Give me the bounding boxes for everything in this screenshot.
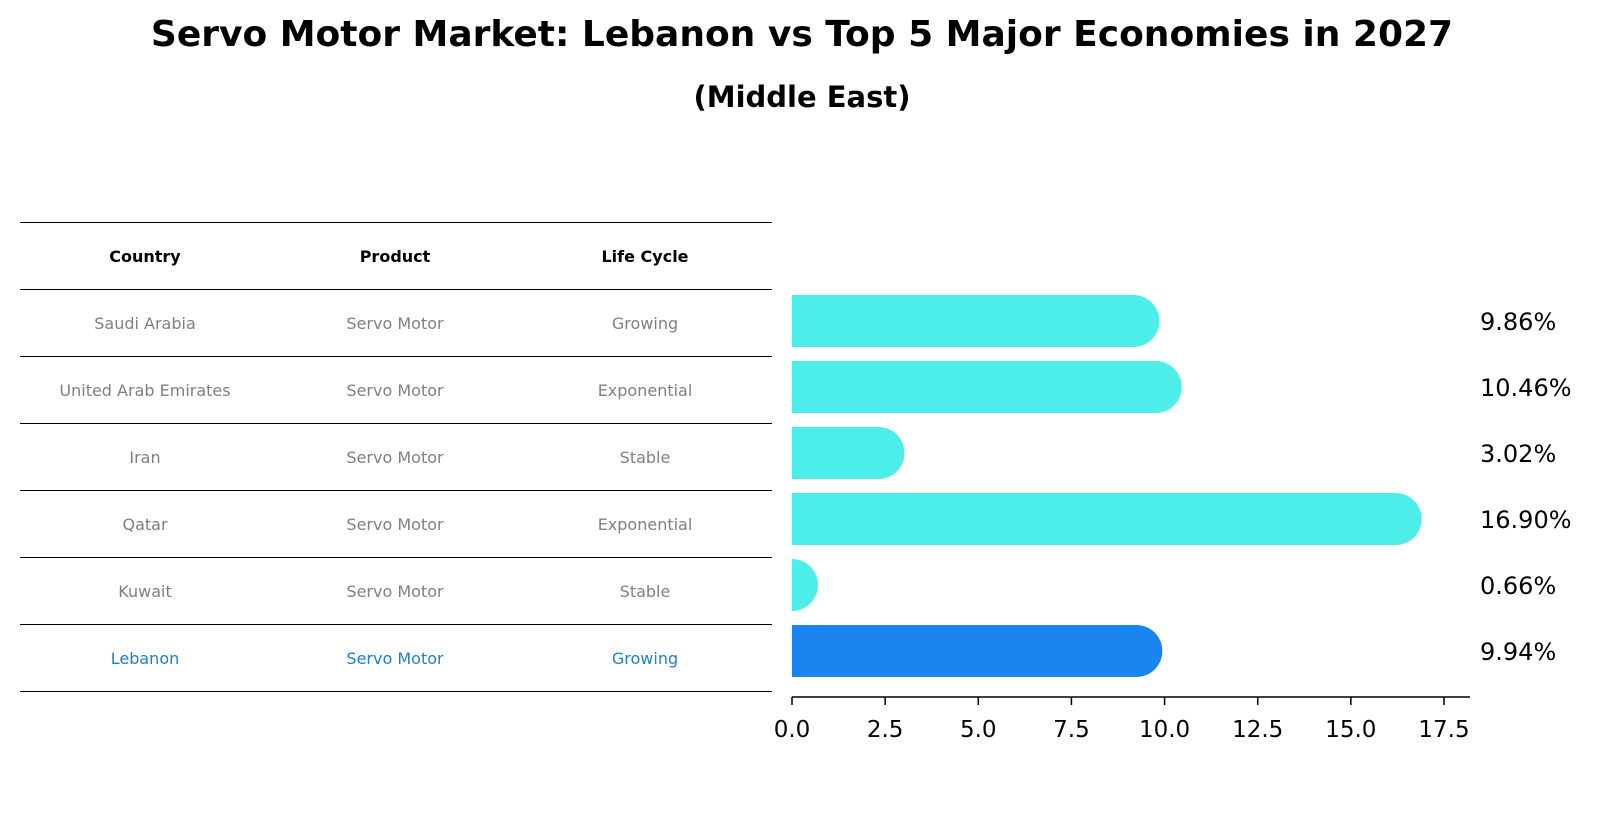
table-row: Iran Servo Motor Stable [20,423,772,490]
header-product: Product [359,246,431,266]
cell-life-cycle: Exponential [597,514,693,534]
chart-title: Servo Motor Market: Lebanon vs Top 5 Maj… [150,14,1454,55]
cell-life-cycle: Exponential [597,380,693,400]
cell-product: Servo Motor [346,648,444,668]
cell-life-cycle: Stable [619,581,671,601]
table-row: Qatar Servo Motor Exponential [20,490,772,557]
country-table: Country Product Life Cycle Saudi Arabia … [20,222,772,692]
table-row-highlight: Lebanon Servo Motor Growing [20,624,772,692]
x-tick-label: 7.5 [1053,717,1090,743]
cell-life-cycle: Stable [619,447,671,467]
cell-product: Servo Motor [346,514,444,534]
cell-country: Lebanon [110,648,180,668]
x-tick-label: 17.5 [1418,717,1469,743]
header-life-cycle: Life Cycle [601,246,689,266]
bar-value-label: 9.86% [1480,308,1556,336]
cell-life-cycle: Growing [611,648,679,668]
x-tick-label: 5.0 [960,717,997,743]
cell-country: Qatar [122,514,168,534]
bar-qatar [792,493,1422,545]
cell-country: Saudi Arabia [94,313,196,333]
cell-country: Kuwait [118,581,172,601]
bar-value-label: 10.46% [1480,374,1572,402]
x-tick-label: 12.5 [1232,717,1283,743]
cell-country: Iran [129,447,161,467]
table-row: Saudi Arabia Servo Motor Growing [20,289,772,356]
bar-lebanon [792,625,1163,677]
x-tick-label: 10.0 [1139,717,1190,743]
x-tick-label: 2.5 [867,717,904,743]
bar-value-label: 0.66% [1480,572,1556,600]
bar-value-label: 9.94% [1480,638,1556,666]
bar-saudi-arabia [792,295,1160,347]
cell-product: Servo Motor [346,313,444,333]
cell-life-cycle: Growing [611,313,679,333]
bar-iran [792,427,905,479]
cell-product: Servo Motor [346,581,444,601]
cell-product: Servo Motor [346,380,444,400]
bar-kuwait [792,559,818,611]
x-tick-label: 0.0 [774,717,811,743]
cell-product: Servo Motor [346,447,444,467]
header-country: Country [109,246,181,266]
table-row: United Arab Emirates Servo Motor Exponen… [20,356,772,423]
x-tick-label: 15.0 [1325,717,1376,743]
table-header-row: Country Product Life Cycle [20,222,772,289]
bar-value-label: 16.90% [1480,506,1572,534]
bar-united-arab-emirates [792,361,1182,413]
bar-value-label: 3.02% [1480,440,1556,468]
table-row: Kuwait Servo Motor Stable [20,557,772,624]
cell-country: United Arab Emirates [59,380,231,400]
chart-subtitle: (Middle East) [693,80,911,114]
